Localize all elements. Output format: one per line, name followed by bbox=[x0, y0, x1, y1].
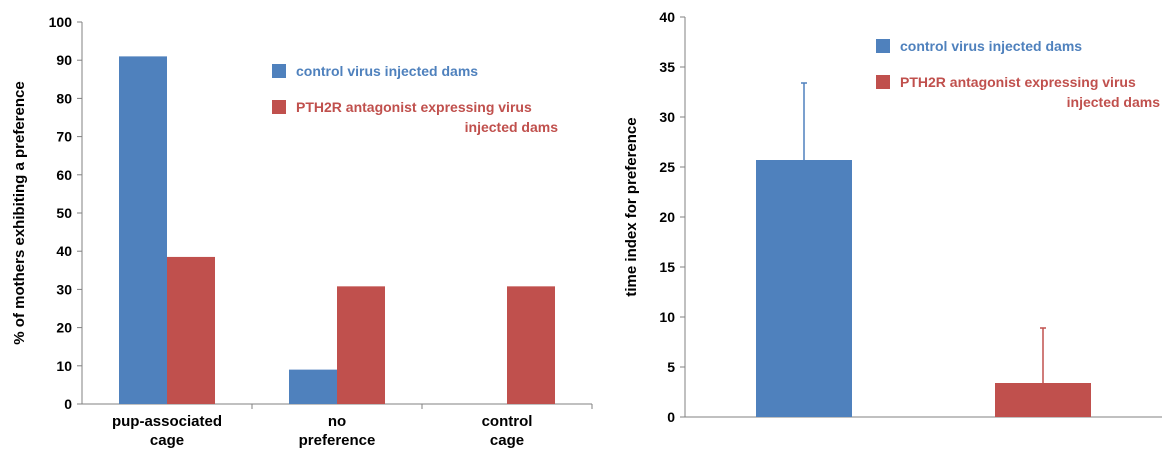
chart-right: time index for preference 0 5 10 15 20 25 30 35 4… bbox=[623, 9, 1162, 425]
legend-label: control virus injected dams bbox=[900, 38, 1082, 54]
legend-label: injected dams bbox=[465, 119, 559, 135]
legend-swatch-control bbox=[876, 39, 890, 53]
legend-label: injected dams bbox=[1067, 94, 1161, 110]
y-tick-label: 100 bbox=[49, 14, 73, 30]
chart-left: % of mothers exhibiting a preference 0 10 2… bbox=[11, 14, 593, 449]
y-tick-label: 0 bbox=[667, 409, 675, 425]
bar-antagonist-2 bbox=[507, 286, 555, 404]
y-tick-label: 80 bbox=[56, 90, 72, 106]
legend-label: PTH2R antagonist expressing virus bbox=[296, 99, 532, 115]
category-label: no bbox=[328, 413, 346, 430]
y-tick-label: 10 bbox=[56, 358, 72, 374]
legend-label: PTH2R antagonist expressing virus bbox=[900, 74, 1136, 90]
y-tick-label: 30 bbox=[659, 109, 675, 125]
legend-swatch-antagonist bbox=[876, 75, 890, 89]
y-tick-label: 40 bbox=[659, 9, 675, 25]
y-axis-label: % of mothers exhibiting a preference bbox=[11, 81, 28, 344]
category-label: cage bbox=[150, 432, 184, 449]
legend-label: control virus injected dams bbox=[296, 63, 478, 79]
category-label: pup-associated bbox=[112, 413, 222, 430]
category-label: control bbox=[482, 413, 533, 430]
bar-control bbox=[756, 160, 852, 417]
y-tick-label: 15 bbox=[659, 259, 675, 275]
legend-swatch-antagonist bbox=[272, 100, 286, 114]
bar-antagonist bbox=[995, 383, 1091, 417]
y-tick-label: 50 bbox=[56, 205, 72, 221]
bar-control-1 bbox=[289, 369, 337, 404]
bar-antagonist-1 bbox=[337, 286, 385, 404]
bar-antagonist-0 bbox=[167, 256, 215, 404]
y-tick-label: 20 bbox=[659, 209, 675, 225]
y-tick-label: 35 bbox=[659, 59, 675, 75]
y-tick-label: 20 bbox=[56, 320, 72, 336]
category-label: preference bbox=[299, 432, 376, 449]
y-tick-label: 90 bbox=[56, 52, 72, 68]
y-axis-label: time index for preference bbox=[623, 117, 640, 296]
y-tick-label: 60 bbox=[56, 167, 72, 183]
category-label: cage bbox=[490, 432, 524, 449]
y-tick-label: 30 bbox=[56, 281, 72, 297]
y-tick-label: 40 bbox=[56, 243, 72, 259]
bar-control-0 bbox=[119, 56, 167, 404]
legend-swatch-control bbox=[272, 64, 286, 78]
y-tick-label: 5 bbox=[667, 359, 675, 375]
y-tick-label: 10 bbox=[659, 309, 675, 325]
y-tick-label: 70 bbox=[56, 129, 72, 145]
y-tick-label: 0 bbox=[64, 396, 72, 412]
y-tick-label: 25 bbox=[659, 159, 675, 175]
